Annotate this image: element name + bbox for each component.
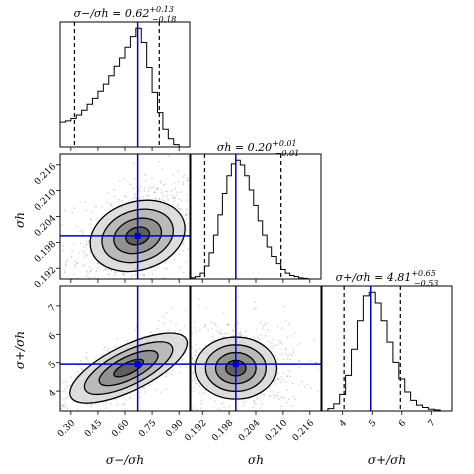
x-axis-label-ratio-plus: σ+/σh xyxy=(368,453,406,467)
y-tick-label-sigma_h: 0.198 xyxy=(33,239,58,264)
truth-marker xyxy=(134,361,141,368)
x-axis-label-ratio-minus: σ−/σh xyxy=(106,453,144,467)
y-tick-label-sigma_h: 0.210 xyxy=(33,188,58,213)
y-axis-label-ratio-plus: σ+/σh xyxy=(13,331,27,369)
x-tick-label-ratio_plus: 4 xyxy=(338,418,349,429)
y-tick-label-sigma_h: 0.192 xyxy=(33,265,58,290)
x-tick-label-sigma_h: 0.192 xyxy=(183,418,208,443)
x-tick-label-ratio_minus: 0.60 xyxy=(110,418,131,439)
title-ratio-minus: σ−/σh = 0.62+0.13 −0.18 xyxy=(74,5,177,24)
x-tick-label-ratio_minus: 0.30 xyxy=(56,418,77,439)
y-tick-label-ratio_plus: 7 xyxy=(47,303,58,314)
x-tick-label-ratio_plus: 7 xyxy=(427,418,438,429)
y-tick-label-sigma_h: 0.204 xyxy=(33,213,58,238)
title-ratio-plus: σ+/σh = 4.81+0.65 −0.53 xyxy=(336,269,439,288)
y-tick-label-ratio_plus: 6 xyxy=(47,331,58,342)
x-tick-label-sigma_h: 0.198 xyxy=(210,418,235,443)
joint-panel-ratio_minus-sigma_h xyxy=(59,153,191,280)
truth-marker xyxy=(232,361,239,368)
x-tick-label-sigma_h: 0.204 xyxy=(237,418,262,443)
histogram-step-sigma_h xyxy=(190,159,313,280)
x-axis-label-sigma-h: σh xyxy=(248,453,264,467)
x-tick-label-ratio_minus: 0.45 xyxy=(83,418,104,439)
panel-frame xyxy=(321,285,453,412)
panel-frame xyxy=(59,21,191,148)
x-tick-label-ratio_plus: 6 xyxy=(397,418,408,429)
y-tick-label-sigma_h: 0.216 xyxy=(33,162,58,187)
y-axis-label-sigma-h: σh xyxy=(13,212,27,228)
y-tick-label-ratio_plus: 4 xyxy=(47,388,58,399)
histogram-panel-ratio_minus xyxy=(59,21,191,148)
x-tick-label-ratio_plus: 5 xyxy=(367,418,378,429)
title-sigma-h: σh = 0.20+0.01 −0.01 xyxy=(217,139,299,158)
joint-panel-sigma_h-ratio_plus xyxy=(190,285,322,412)
truth-marker xyxy=(134,232,141,239)
x-tick-label-ratio_minus: 0.75 xyxy=(137,418,158,439)
joint-panel-ratio_minus-ratio_plus xyxy=(59,285,191,412)
histogram-step-ratio_minus xyxy=(59,27,185,148)
panel-frame xyxy=(190,153,322,280)
y-tick-label-ratio_plus: 5 xyxy=(47,360,58,371)
x-tick-label-sigma_h: 0.216 xyxy=(291,418,316,443)
histogram-panel-sigma_h xyxy=(190,153,322,280)
x-tick-label-sigma_h: 0.210 xyxy=(264,418,289,443)
histogram-panel-ratio_plus xyxy=(321,285,453,412)
